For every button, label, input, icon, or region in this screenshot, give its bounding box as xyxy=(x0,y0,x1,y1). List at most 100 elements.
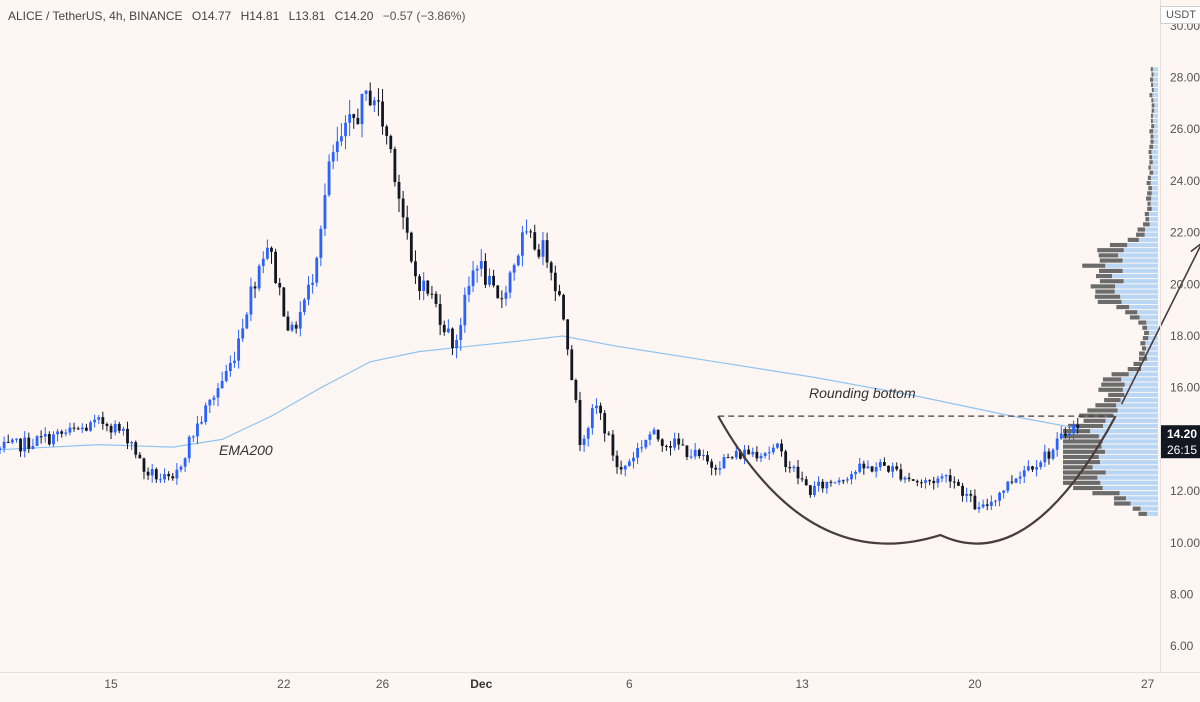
candle[interactable] xyxy=(122,426,125,436)
candle[interactable] xyxy=(364,90,368,101)
candle[interactable] xyxy=(323,183,327,237)
candle[interactable] xyxy=(253,281,257,299)
candle[interactable] xyxy=(1059,426,1063,440)
candle[interactable] xyxy=(755,446,759,462)
candle[interactable] xyxy=(385,124,389,145)
candle[interactable] xyxy=(994,499,997,507)
candle[interactable] xyxy=(578,391,582,452)
candle[interactable] xyxy=(887,465,890,473)
candle[interactable] xyxy=(549,260,553,281)
candle[interactable] xyxy=(854,470,858,480)
candle[interactable] xyxy=(105,422,109,432)
candle[interactable] xyxy=(796,460,800,485)
candle[interactable] xyxy=(39,430,43,444)
candle[interactable] xyxy=(475,265,479,283)
candle[interactable] xyxy=(265,239,269,261)
candle[interactable] xyxy=(233,351,236,368)
candle[interactable] xyxy=(784,449,788,473)
candle[interactable] xyxy=(500,290,504,309)
candle[interactable] xyxy=(270,246,273,264)
candle[interactable] xyxy=(401,190,405,230)
candle[interactable] xyxy=(792,464,796,473)
candle[interactable] xyxy=(829,479,833,487)
candle[interactable] xyxy=(327,154,331,197)
candle[interactable] xyxy=(702,449,705,461)
candle[interactable] xyxy=(307,276,310,306)
candle[interactable] xyxy=(467,276,471,303)
candle[interactable] xyxy=(72,422,76,432)
candle[interactable] xyxy=(664,444,668,451)
candle[interactable] xyxy=(697,448,701,459)
candle[interactable] xyxy=(27,432,31,453)
candle[interactable] xyxy=(204,402,208,425)
candle[interactable] xyxy=(196,415,199,445)
candle[interactable] xyxy=(455,334,458,359)
candle[interactable] xyxy=(660,438,664,452)
candle[interactable] xyxy=(566,319,570,356)
candle[interactable] xyxy=(595,398,598,415)
candle[interactable] xyxy=(1010,475,1014,485)
candle[interactable] xyxy=(344,115,347,150)
candle[interactable] xyxy=(483,253,487,288)
candle[interactable] xyxy=(397,174,401,213)
candle[interactable] xyxy=(985,498,989,511)
candle[interactable] xyxy=(405,205,409,240)
candle[interactable] xyxy=(973,489,977,511)
candle[interactable] xyxy=(553,265,557,302)
candle[interactable] xyxy=(776,442,779,449)
candle[interactable] xyxy=(882,457,886,467)
candle[interactable] xyxy=(134,440,138,459)
candle[interactable] xyxy=(652,427,656,435)
candle[interactable] xyxy=(998,491,1001,507)
candle[interactable] xyxy=(418,274,421,300)
candle[interactable] xyxy=(936,475,940,488)
candle[interactable] xyxy=(586,426,590,447)
last-price-badge[interactable]: 14.20 26:15 xyxy=(1161,425,1200,459)
candles[interactable] xyxy=(0,82,1080,513)
candle[interactable] xyxy=(311,274,315,294)
candle[interactable] xyxy=(496,285,500,299)
candle[interactable] xyxy=(640,440,644,453)
candle[interactable] xyxy=(590,403,594,435)
candle[interactable] xyxy=(669,440,672,456)
candle[interactable] xyxy=(220,371,224,389)
candle[interactable] xyxy=(1068,426,1071,443)
candle[interactable] xyxy=(56,428,59,442)
candle[interactable] xyxy=(718,461,722,476)
candle[interactable] xyxy=(833,481,837,484)
candle[interactable] xyxy=(751,447,755,458)
candle[interactable] xyxy=(1014,477,1018,484)
candle[interactable] xyxy=(228,355,232,377)
candle[interactable] xyxy=(159,473,162,483)
candle[interactable] xyxy=(817,476,820,492)
candle[interactable] xyxy=(1055,432,1059,457)
candle[interactable] xyxy=(179,464,183,473)
candle[interactable] xyxy=(850,471,853,485)
candle[interactable] xyxy=(920,479,923,488)
candle[interactable] xyxy=(948,468,952,488)
candle[interactable] xyxy=(981,499,985,509)
candle[interactable] xyxy=(841,479,845,485)
candle[interactable] xyxy=(286,311,290,332)
candle[interactable] xyxy=(31,438,35,450)
candle[interactable] xyxy=(977,501,981,513)
candle[interactable] xyxy=(582,434,586,452)
candle[interactable] xyxy=(570,345,574,381)
candle[interactable] xyxy=(52,431,55,447)
candle[interactable] xyxy=(623,464,627,477)
candle[interactable] xyxy=(1022,465,1026,483)
candle[interactable] xyxy=(813,481,816,498)
candle[interactable] xyxy=(146,467,150,480)
candle[interactable] xyxy=(821,478,825,493)
candle[interactable] xyxy=(241,318,245,342)
candle[interactable] xyxy=(706,451,709,465)
candle[interactable] xyxy=(952,476,956,489)
candle[interactable] xyxy=(319,225,323,267)
candle[interactable] xyxy=(771,444,775,455)
candle[interactable] xyxy=(245,311,249,330)
candle[interactable] xyxy=(372,96,376,113)
candle[interactable] xyxy=(685,445,689,461)
candle[interactable] xyxy=(636,442,639,464)
candle[interactable] xyxy=(0,445,2,455)
candle[interactable] xyxy=(714,464,718,476)
